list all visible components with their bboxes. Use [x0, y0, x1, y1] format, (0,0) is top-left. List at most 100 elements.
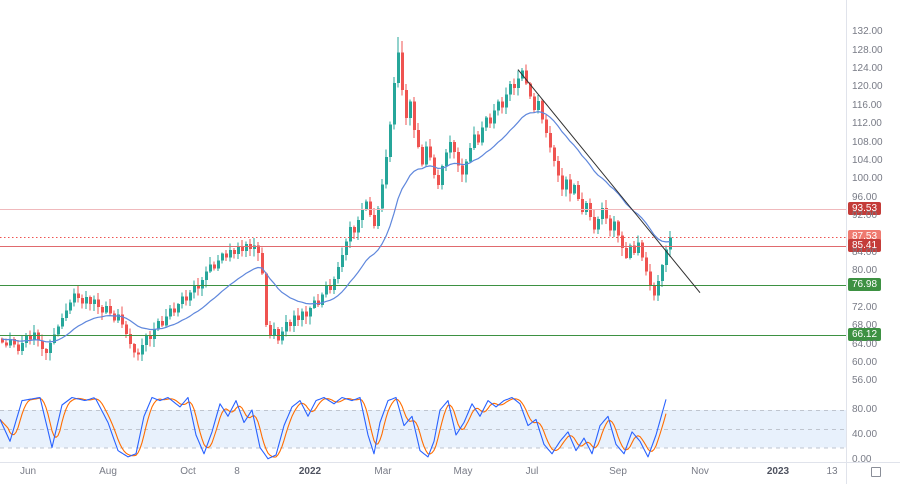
candle [545, 119, 548, 133]
candle [153, 329, 156, 340]
candle [233, 250, 236, 255]
candle [525, 70, 528, 84]
candle [329, 285, 332, 290]
candle [537, 101, 540, 110]
candle [129, 334, 132, 345]
time-tick-label: Mar [374, 466, 392, 477]
price-line-badge-76.98: 76.98 [848, 277, 882, 291]
candle [45, 349, 48, 353]
candle [417, 130, 420, 148]
candle [613, 221, 616, 231]
time-tick-label: Sep [609, 466, 627, 477]
candle [489, 117, 492, 124]
candle [453, 142, 456, 153]
candle [17, 344, 20, 352]
candle [69, 302, 72, 311]
candle [61, 317, 64, 327]
price-tick-label: 96.00 [852, 191, 878, 203]
time-tick-label: Aug [99, 466, 117, 477]
candle [577, 184, 580, 200]
candle [465, 161, 468, 175]
candle [409, 101, 412, 119]
candle [37, 332, 40, 341]
candle [457, 152, 460, 166]
candle [429, 146, 432, 158]
candle [365, 201, 368, 210]
candle [485, 117, 488, 128]
candle [593, 216, 596, 230]
candle [181, 296, 184, 305]
time-tick-label: May [453, 466, 473, 477]
candle [381, 184, 384, 209]
candle [625, 248, 628, 258]
candle [481, 127, 484, 143]
candle [25, 335, 28, 343]
candle [657, 280, 660, 296]
candle [205, 271, 208, 280]
candle [121, 314, 124, 325]
candle [89, 296, 92, 305]
candle [477, 134, 480, 143]
candle [569, 179, 572, 194]
candle [293, 315, 296, 327]
candle [333, 278, 336, 290]
candle [493, 110, 496, 124]
candle [353, 227, 356, 233]
candle [317, 300, 320, 306]
candle [505, 94, 508, 108]
candle [161, 321, 164, 326]
candle [33, 332, 36, 340]
time-tick-label: 13 [826, 466, 838, 477]
candle [49, 343, 52, 353]
candle [649, 271, 652, 286]
candle [509, 83, 512, 95]
candle [77, 293, 80, 298]
axis-corner-settings-icon[interactable] [871, 467, 881, 477]
candle [213, 264, 216, 269]
price-tick-label: 100.00 [852, 173, 883, 185]
candle [237, 246, 240, 255]
candle [497, 101, 500, 111]
candle [437, 175, 440, 185]
candle [261, 253, 264, 274]
price-tick-label: 124.00 [852, 63, 883, 75]
descending-trendline[interactable] [517, 69, 701, 294]
candle [57, 326, 60, 335]
candle [301, 311, 304, 320]
candle [229, 250, 232, 258]
candle [597, 219, 600, 230]
time-tick-label: Nov [691, 466, 709, 477]
candle [133, 344, 136, 353]
candle [209, 264, 212, 272]
candle [97, 299, 100, 307]
candle [461, 165, 464, 175]
candle [369, 201, 372, 216]
candle [149, 335, 152, 340]
candle [185, 296, 188, 301]
candle [305, 311, 308, 317]
candle [357, 220, 360, 233]
candle [325, 285, 328, 295]
price-tick-label: 92.00 [852, 210, 878, 222]
candle [197, 284, 200, 289]
price-tick-label: 104.00 [852, 154, 883, 166]
candle [541, 101, 544, 120]
candle [361, 209, 364, 221]
time-tick-label: Jul [525, 466, 539, 477]
price-line-badge-66.12: 66.12 [848, 327, 882, 341]
moving-average-line [1, 110, 671, 343]
candle [309, 307, 312, 317]
candle [385, 157, 388, 185]
candle [241, 246, 244, 251]
candle [221, 253, 224, 261]
time-tick-label: 2022 [298, 466, 322, 477]
candle [117, 314, 120, 321]
candle [105, 306, 108, 313]
candle [101, 306, 104, 313]
price-tick-label: 64.00 [852, 338, 878, 350]
time-tick-label: 8 [234, 466, 240, 477]
candle [621, 235, 624, 249]
candle [169, 308, 172, 317]
